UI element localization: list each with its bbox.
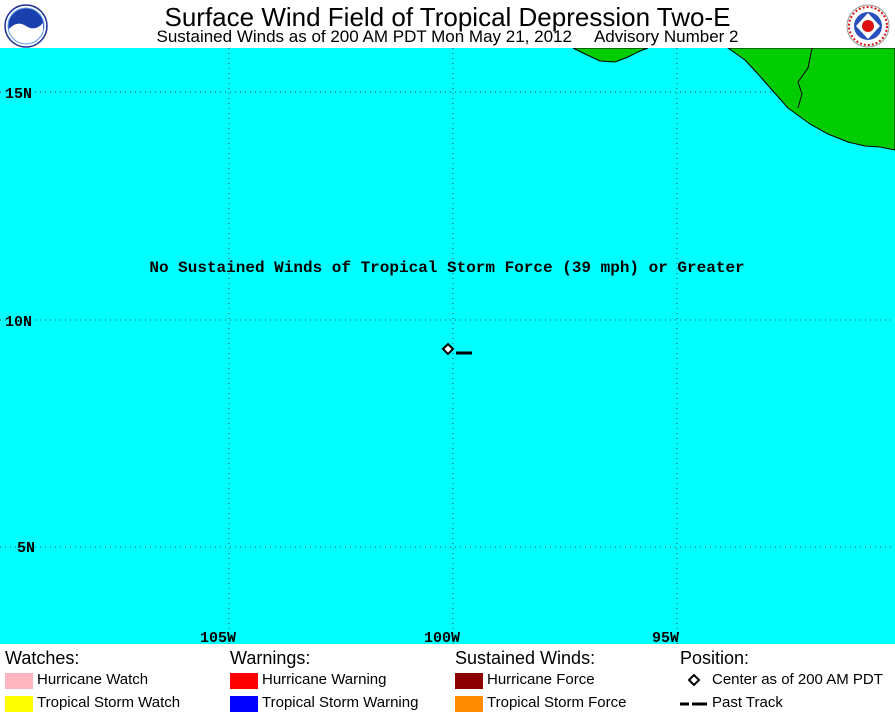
map-legend: Watches: Hurricane Watch Tropical Storm … — [0, 644, 895, 716]
map-header: Surface Wind Field of Tropical Depressio… — [0, 0, 895, 48]
state-border — [797, 48, 813, 109]
diamond-icon — [687, 673, 701, 687]
latitude-labels: 15N 10N 5N — [5, 86, 35, 557]
lon-label-100w: 100W — [424, 630, 460, 644]
map-subtitle: Sustained Winds as of 200 AM PDT Mon May… — [0, 27, 895, 47]
legend-item-ts-warning: Tropical Storm Warning — [230, 692, 418, 714]
advisory-number: Advisory Number 2 — [593, 27, 739, 46]
hurricane-force-swatch — [455, 673, 483, 689]
legend-sustained-winds: Sustained Winds: Hurricane Force Tropica… — [455, 648, 626, 714]
mexico-coastline — [572, 48, 895, 151]
wind-field-map: 15N 10N 5N 105W 100W 95W No Sustained Wi… — [0, 48, 895, 644]
ts-warning-swatch — [230, 696, 258, 712]
legend-item-hurricane-force: Hurricane Force — [455, 669, 595, 691]
hurricane-watch-swatch — [5, 673, 33, 689]
winds-heading: Sustained Winds: — [455, 648, 596, 668]
map-title: Surface Wind Field of Tropical Depressio… — [164, 2, 731, 32]
position-heading: Position: — [680, 648, 750, 668]
legend-item-past-track: Past Track — [680, 692, 783, 714]
ts-watch-swatch — [5, 696, 33, 712]
ts-force-swatch — [455, 696, 483, 712]
lat-label-15n: 15N — [5, 86, 32, 103]
hurricane-warning-swatch — [230, 673, 258, 689]
longitude-labels: 105W 100W 95W — [200, 630, 679, 644]
legend-item-ts-force: Tropical Storm Force — [455, 692, 626, 714]
legend-watches: Watches: Hurricane Watch Tropical Storm … — [5, 648, 180, 714]
lon-label-95w: 95W — [652, 630, 679, 644]
lat-lon-grid — [0, 48, 895, 644]
land-mass — [727, 48, 895, 151]
legend-item-hurricane-watch: Hurricane Watch — [5, 669, 148, 691]
legend-item-ts-watch: Tropical Storm Watch — [5, 692, 180, 714]
lat-label-10n: 10N — [5, 314, 32, 331]
dashed-line-icon — [680, 702, 707, 706]
legend-warnings: Warnings: Hurricane Warning Tropical Sto… — [230, 648, 418, 714]
subtitle-time: Sustained Winds as of 200 AM PDT Mon May… — [156, 27, 572, 46]
land-mass-small — [572, 48, 649, 63]
noaa-logo — [4, 4, 48, 48]
lat-label-5n: 5N — [17, 540, 35, 557]
nws-logo — [846, 4, 890, 48]
legend-position: Position: Center as of 200 AM PDT Past T… — [680, 648, 883, 714]
lon-label-105w: 105W — [200, 630, 236, 644]
no-winds-message: No Sustained Winds of Tropical Storm For… — [149, 259, 744, 277]
legend-item-center: Center as of 200 AM PDT — [680, 669, 883, 691]
legend-item-hurricane-warning: Hurricane Warning — [230, 669, 387, 691]
watches-heading: Watches: — [5, 648, 80, 668]
warnings-heading: Warnings: — [230, 648, 311, 668]
storm-center-icon — [441, 342, 455, 356]
